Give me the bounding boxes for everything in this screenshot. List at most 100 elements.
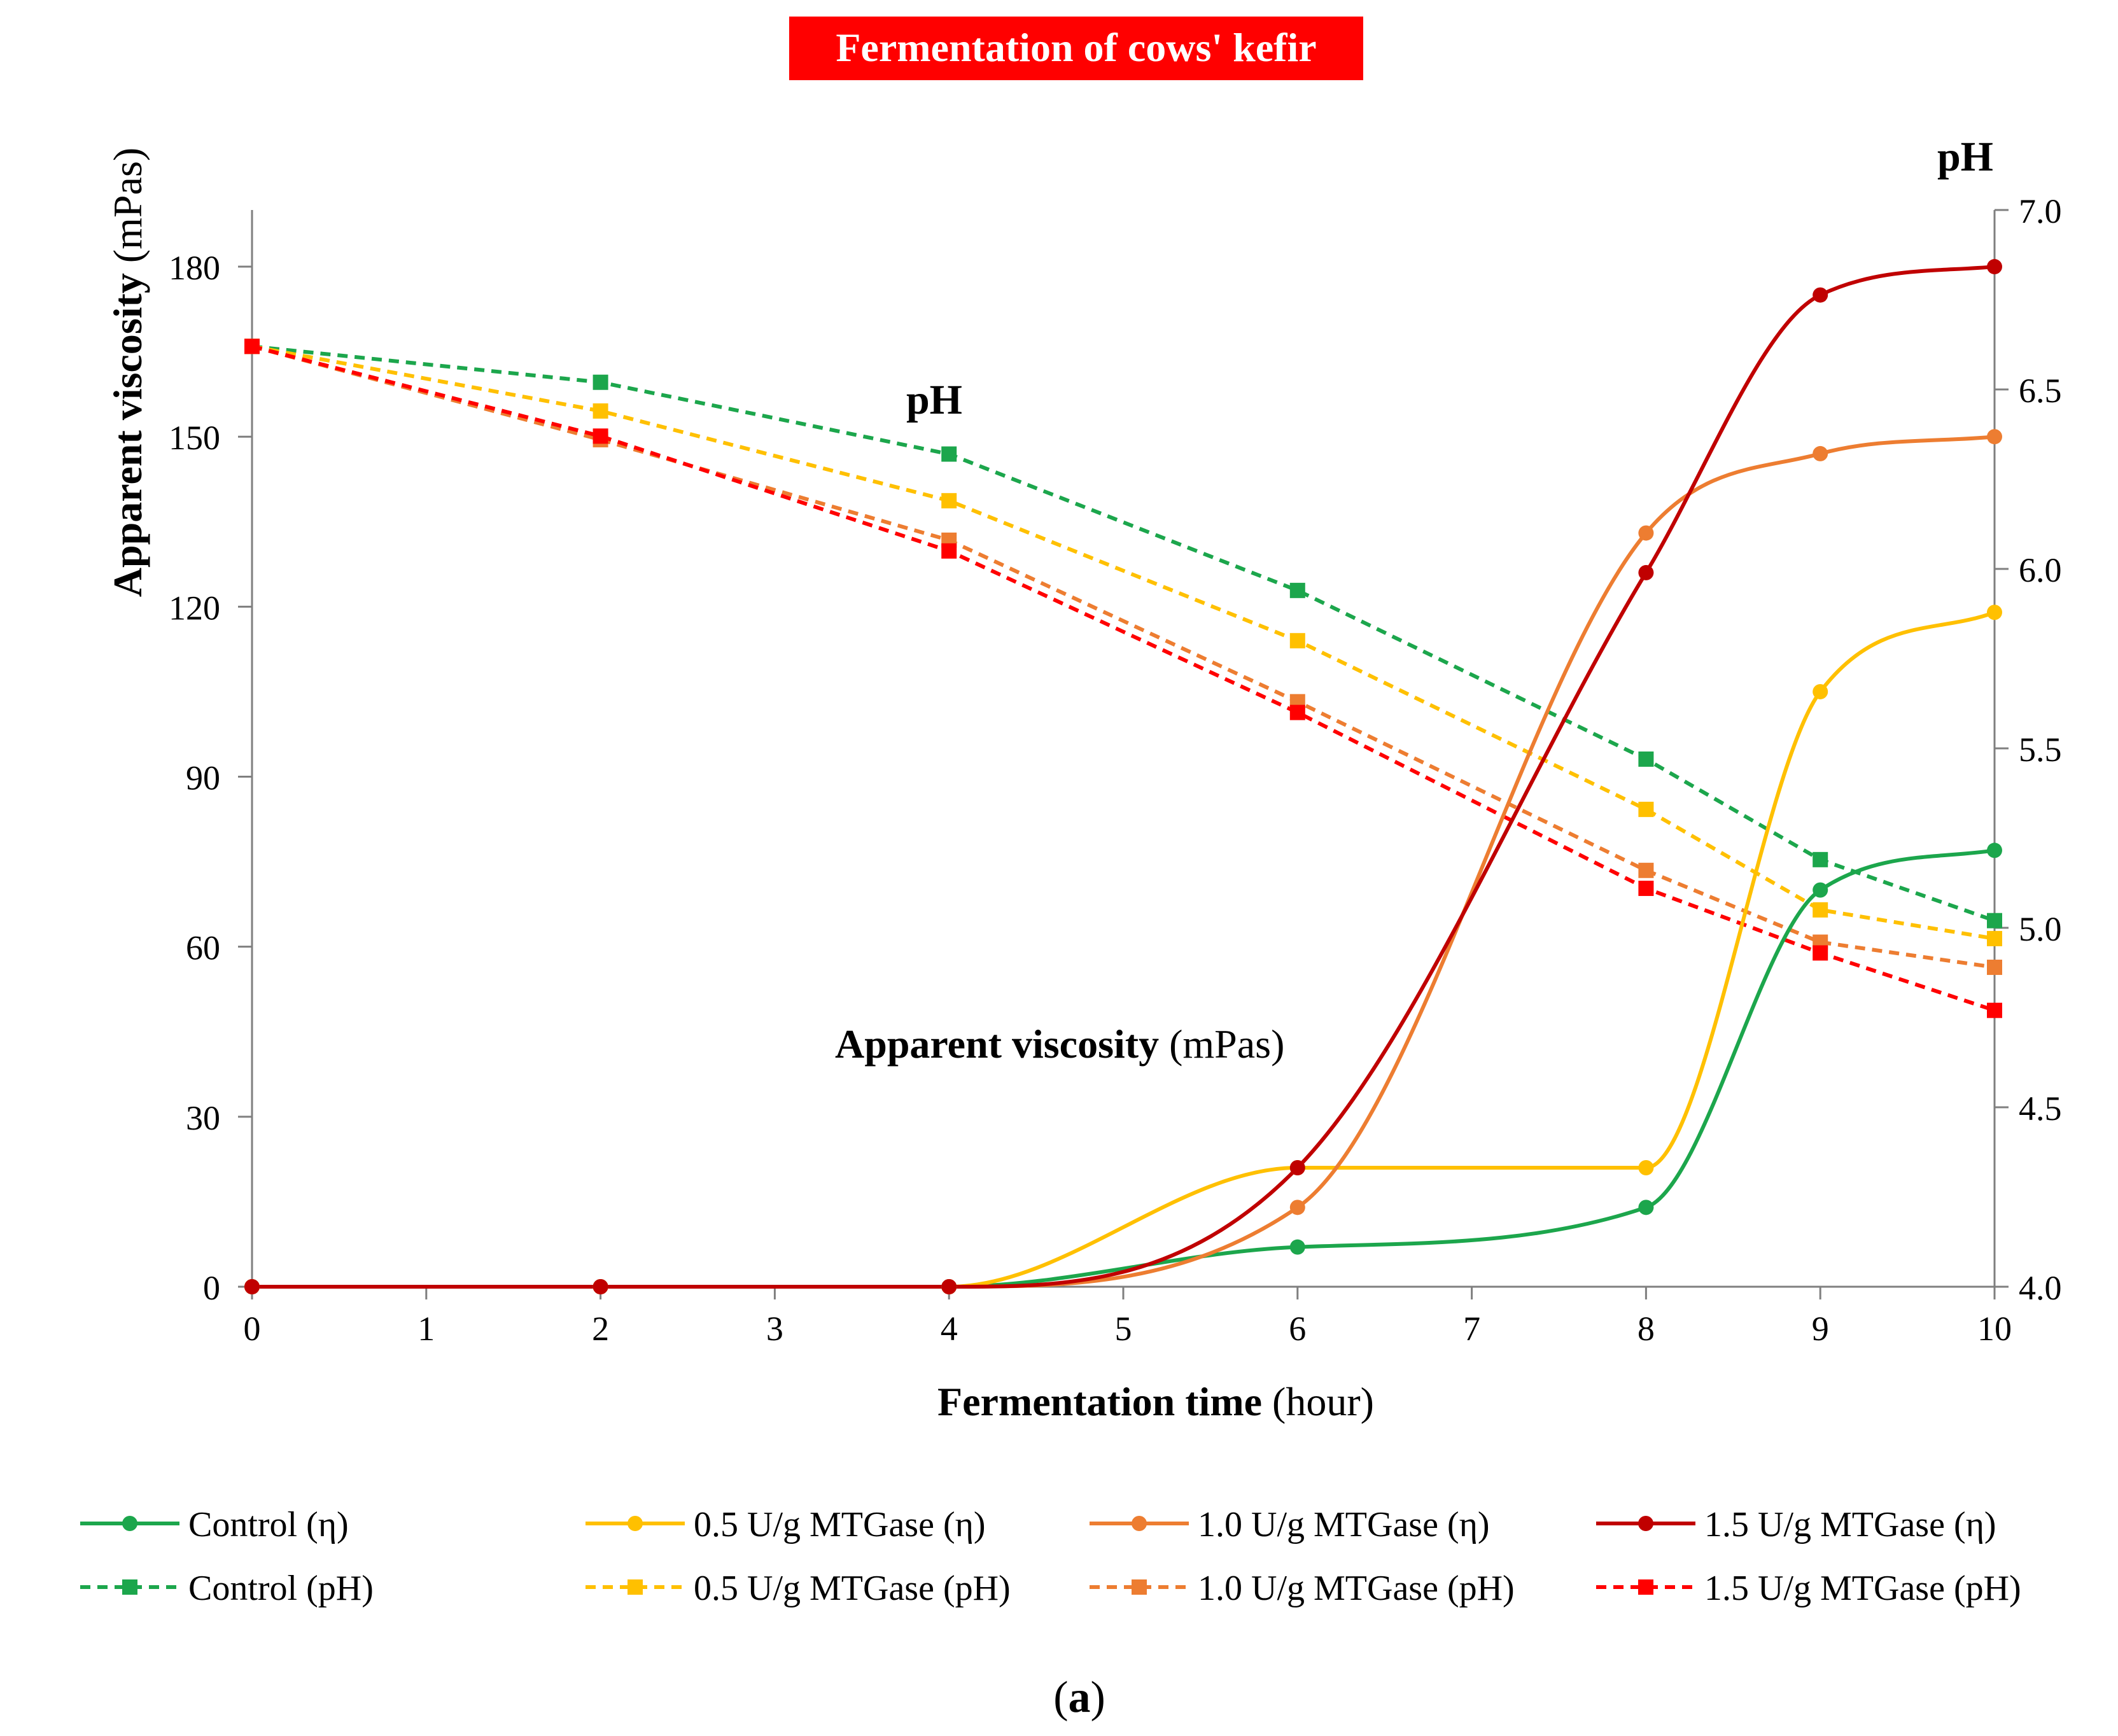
legend-item-1-5-u-g-mtgase: 1.5 U/g MTGase (η) (1596, 1505, 1996, 1544)
y-right-tick-label: 6.5 (2019, 372, 2062, 410)
legend: Control (η) 0.5 U/g MTGase (η) 1.0 U/g MTG… (80, 1505, 2021, 1608)
point-control (1289, 1239, 1305, 1255)
point-1-5-u-g-mtgase (1987, 259, 2002, 275)
caption-letter: a (1069, 1673, 1091, 1722)
x-tick-label: 8 (1638, 1310, 1655, 1348)
point-1-5-u-g-mtgase (1813, 287, 1828, 303)
series-lines (251, 265, 1996, 1289)
point-1-5-u-g-mtgase-ph (1987, 1002, 2002, 1018)
annotation-viscosity: Apparent viscosity (mPas) (835, 1021, 1284, 1067)
point-0-5-u-g-mtgase-ph (1987, 930, 2002, 946)
x-tick-label: 1 (417, 1310, 435, 1348)
series-line-1-0-u-g-mtgase (251, 435, 1995, 1289)
legend-label: 1.5 U/g MTGase (pH) (1704, 1569, 2021, 1608)
y-axis-left-label-unit: (mPas) (105, 148, 150, 273)
x-tick-label: 2 (592, 1310, 609, 1348)
series-markers (244, 259, 2002, 1294)
point-1-5-u-g-mtgase-ph (941, 543, 957, 559)
x-tick-label: 9 (1812, 1310, 1829, 1348)
point-control-ph (1813, 851, 1828, 867)
legend-swatch-marker (1132, 1579, 1147, 1595)
legend-item-control-ph: Control (pH) (80, 1569, 374, 1608)
point-0-5-u-g-mtgase (1638, 1159, 1654, 1175)
point-1-5-u-g-mtgase (1289, 1159, 1305, 1175)
point-control (1638, 1200, 1654, 1215)
caption-open-paren: ( (1053, 1673, 1068, 1722)
y-right-tick-label: 4.0 (2019, 1269, 2062, 1307)
annotation-viscosity-unit: (mPas) (1159, 1021, 1284, 1067)
x-axis-label-bold: Fermentation time (937, 1379, 1262, 1424)
point-1-5-u-g-mtgase (941, 1279, 957, 1294)
y-axis-left-label: Apparent viscosity (mPas) (105, 148, 150, 597)
point-1-5-u-g-mtgase-ph (1813, 945, 1828, 961)
legend-label: 1.0 U/g MTGase (pH) (1198, 1569, 1515, 1608)
point-1-5-u-g-mtgase (244, 1279, 260, 1294)
point-1-0-u-g-mtgase (1987, 429, 2002, 445)
axes: 0 30 60 90 120 150 180 4.0 4.5 5.0 5.5 6.0 6.5 7.0 0 1 2… (169, 192, 2062, 1348)
y-left-tick-label: 90 (186, 759, 220, 797)
annotation-ph: pH (906, 377, 962, 423)
point-1-5-u-g-mtgase (1638, 564, 1654, 580)
x-tick-label: 6 (1289, 1310, 1306, 1348)
legend-swatch-marker (628, 1579, 643, 1595)
legend-item-1-5-u-g-mtgase-ph: 1.5 U/g MTGase (pH) (1596, 1569, 2021, 1608)
point-0-5-u-g-mtgase-ph (1813, 902, 1828, 918)
point-0-5-u-g-mtgase-ph (941, 493, 957, 508)
legend-swatch-marker (628, 1516, 643, 1531)
point-control (1987, 843, 2002, 858)
legend-swatch-marker (122, 1516, 137, 1531)
point-control-ph (941, 446, 957, 462)
series-line-1-5-u-g-mtgase (251, 265, 1995, 1289)
x-axis-label: Fermentation time (hour) (937, 1379, 1374, 1424)
legend-item-control: Control (η) (80, 1505, 349, 1544)
point-0-5-u-g-mtgase-ph (593, 403, 608, 419)
y-left-tick-label: 180 (169, 249, 220, 287)
legend-item-0-5-u-g-mtgase: 0.5 U/g MTGase (η) (586, 1505, 986, 1544)
legend-label: Control (η) (188, 1505, 349, 1544)
point-1-5-u-g-mtgase-ph (593, 428, 608, 444)
legend-label: 1.0 U/g MTGase (η) (1198, 1505, 1490, 1544)
point-1-0-u-g-mtgase-ph (1987, 960, 2002, 976)
series-line-0-5-u-g-mtgase (251, 610, 1996, 1289)
legend-swatch-marker (1638, 1516, 1653, 1531)
y-left-tick-label: 0 (203, 1269, 220, 1307)
point-0-5-u-g-mtgase (1813, 683, 1828, 699)
y-right-tick-label: 4.5 (2019, 1089, 2062, 1128)
series-line-0-5-u-g-mtgase-ph (251, 344, 1995, 941)
x-tick-label: 0 (244, 1310, 261, 1348)
y-left-tick-label: 120 (169, 589, 220, 627)
point-1-5-u-g-mtgase-ph (1289, 704, 1305, 720)
series-line-1-0-u-g-mtgase-ph (251, 344, 1995, 970)
legend-item-1-0-u-g-mtgase: 1.0 U/g MTGase (η) (1090, 1505, 1490, 1544)
legend-swatch-marker (1132, 1516, 1147, 1531)
legend-label: Control (pH) (188, 1569, 374, 1608)
y-left-tick-label: 60 (186, 929, 220, 967)
point-1-5-u-g-mtgase (593, 1279, 608, 1294)
legend-swatch-marker (122, 1579, 137, 1595)
point-0-5-u-g-mtgase (1987, 605, 2002, 620)
y-right-tick-label: 5.0 (2019, 910, 2062, 948)
legend-label: 1.5 U/g MTGase (η) (1704, 1505, 1996, 1544)
point-control-ph (593, 374, 608, 390)
caption-close-paren: ) (1091, 1673, 1105, 1722)
legend-label: 0.5 U/g MTGase (pH) (694, 1569, 1011, 1608)
y-right-tick-label: 7.0 (2019, 192, 2062, 230)
x-axis-label-unit: (hour) (1262, 1379, 1374, 1424)
point-control-ph (1289, 582, 1305, 598)
figure-caption: (a) (1053, 1673, 1105, 1722)
series-line-control (251, 848, 1995, 1289)
point-1-0-u-g-mtgase (1813, 445, 1828, 461)
point-0-5-u-g-mtgase-ph (1638, 801, 1654, 817)
x-tick-label: 10 (1977, 1310, 2012, 1348)
legend-item-1-0-u-g-mtgase-ph: 1.0 U/g MTGase (pH) (1090, 1569, 1515, 1608)
point-1-0-u-g-mtgase-ph (1638, 862, 1654, 878)
point-0-5-u-g-mtgase-ph (1289, 633, 1305, 648)
point-1-5-u-g-mtgase-ph (244, 339, 260, 354)
point-control-ph (1987, 913, 2002, 928)
legend-label: 0.5 U/g MTGase (η) (694, 1505, 986, 1544)
y-axis-right-label: pH (1937, 134, 1993, 180)
point-control-ph (1638, 751, 1654, 767)
y-left-tick-label: 150 (169, 419, 220, 457)
x-tick-label: 5 (1115, 1310, 1132, 1348)
